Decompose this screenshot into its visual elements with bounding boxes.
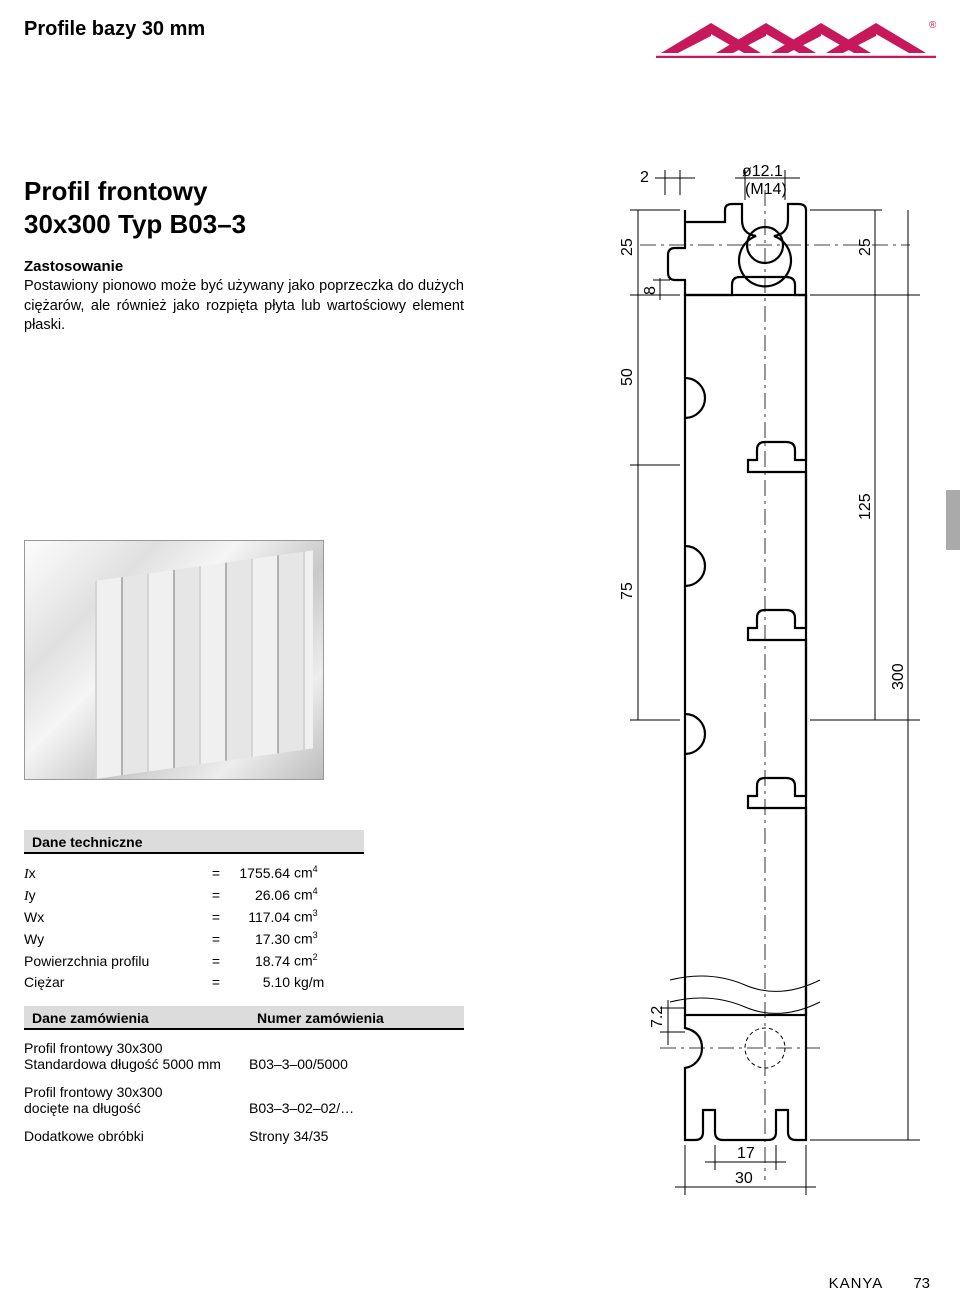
svg-text:®: ® [929, 20, 936, 31]
spec-row: Wx=117.04cm3 [24, 908, 364, 930]
product-photo [24, 540, 324, 780]
order-line-right: B03–3–02–02/… [249, 1100, 354, 1116]
application-body: Postawiony pionowo może być używany jako… [24, 277, 464, 336]
brand-logo: ® [656, 18, 936, 58]
side-tab [946, 490, 960, 550]
spec-unit: cm2 [294, 952, 318, 969]
footer-page-number: 73 [913, 1275, 930, 1292]
kanya-logo-icon: ® [656, 18, 936, 58]
order-line-left: Dodatkowe obróbki [24, 1128, 249, 1144]
dim-top-2: 2 [640, 169, 649, 186]
technical-data-section: Dane techniczne Ix=1755.64cm4Iy=26.06cm4… [24, 830, 464, 996]
order-line-left: Standardowa długość 5000 mm [24, 1056, 249, 1072]
spec-row: Ciężar=5.10kg/m [24, 974, 364, 996]
spec-equals: = [204, 909, 224, 925]
dim-bottom-72: 7.2 [649, 1006, 666, 1028]
technical-data-header: Dane techniczne [24, 830, 364, 854]
spec-unit: cm3 [294, 930, 318, 947]
page-footer: KANYA 73 [0, 1275, 930, 1292]
dim-bottom-30: 30 [735, 1170, 753, 1187]
spec-label: Wy [24, 931, 204, 947]
order-line: Dodatkowe obróbkiStrony 34/35 [24, 1128, 464, 1144]
spec-row: Powierzchnia profilu=18.74cm2 [24, 952, 364, 974]
spec-row: Ix=1755.64cm4 [24, 864, 364, 886]
order-line: Standardowa długość 5000 mmB03–3–00/5000 [24, 1056, 464, 1072]
spec-row: Iy=26.06cm4 [24, 886, 364, 908]
order-line-left: Profil frontowy 30x300 [24, 1084, 249, 1100]
application-heading: Zastosowanie [24, 258, 464, 275]
order-line-left: docięte na długość [24, 1100, 249, 1116]
order-line: docięte na długośćB03–3–02–02/… [24, 1100, 464, 1116]
product-title-line1: Profil frontowy [24, 176, 207, 206]
product-block: Profil frontowy 30x300 Typ B03–3 Zastoso… [24, 175, 464, 336]
order-line-right: B03–3–00/5000 [249, 1056, 348, 1072]
order-line: Profil frontowy 30x300 [24, 1084, 464, 1100]
spec-label: Powierzchnia profilu [24, 953, 204, 969]
spec-unit: cm4 [294, 864, 318, 881]
dim-right-25: 25 [857, 238, 874, 256]
order-header-row: Dane zamówienia Numer zamówienia [24, 1006, 464, 1030]
order-line-left: Profil frontowy 30x300 [24, 1040, 249, 1056]
product-title-line2: 30x300 Typ B03–3 [24, 209, 246, 239]
product-title: Profil frontowy 30x300 Typ B03–3 [24, 175, 464, 240]
spec-equals: = [204, 887, 224, 903]
technical-drawing: 2 ø12.1 (M14) 25 8 25 50 [510, 160, 940, 1220]
spec-value: 18.74 [224, 953, 294, 969]
spec-row: Wy=17.30cm3 [24, 930, 364, 952]
dim-top-thread: (M14) [745, 181, 787, 198]
dim-right-125: 125 [857, 493, 874, 520]
dim-left-50: 50 [619, 368, 636, 386]
footer-brand: KANYA [829, 1275, 884, 1292]
order-group: Profil frontowy 30x300docięte na długość… [24, 1084, 464, 1116]
spec-value: 5.10 [224, 974, 294, 990]
dim-right-300: 300 [890, 663, 907, 690]
dim-left-25: 25 [619, 238, 636, 256]
order-line: Profil frontowy 30x300 [24, 1040, 464, 1056]
spec-table: Ix=1755.64cm4Iy=26.06cm4Wx=117.04cm3Wy=1… [24, 864, 364, 996]
dim-left-8: 8 [642, 286, 659, 295]
spec-equals: = [204, 931, 224, 947]
spec-unit: kg/m [294, 974, 324, 990]
order-group: Dodatkowe obróbkiStrony 34/35 [24, 1128, 464, 1144]
page-header: Profile bazy 30 mm ® [24, 18, 936, 58]
order-group: Profil frontowy 30x300Standardowa długoś… [24, 1040, 464, 1072]
spec-equals: = [204, 953, 224, 969]
spec-label: Iy [24, 887, 204, 905]
dim-top-diameter: ø12.1 [742, 163, 783, 180]
spec-equals: = [204, 865, 224, 881]
spec-value: 1755.64 [224, 865, 294, 881]
order-header-right: Numer zamówienia [249, 1006, 464, 1030]
spec-value: 117.04 [224, 909, 294, 925]
dim-left-75: 75 [619, 582, 636, 600]
order-section: Dane zamówienia Numer zamówienia Profil … [24, 1006, 464, 1156]
spec-unit: cm3 [294, 908, 318, 925]
spec-label: Wx [24, 909, 204, 925]
spec-equals: = [204, 974, 224, 990]
order-line-right: Strony 34/35 [249, 1128, 328, 1144]
spec-value: 17.30 [224, 931, 294, 947]
header-title: Profile bazy 30 mm [24, 18, 205, 41]
spec-value: 26.06 [224, 887, 294, 903]
order-header-left: Dane zamówienia [24, 1006, 249, 1030]
spec-label: Ciężar [24, 974, 204, 990]
order-body: Profil frontowy 30x300Standardowa długoś… [24, 1040, 464, 1144]
spec-label: Ix [24, 865, 204, 883]
dim-bottom-17: 17 [737, 1145, 755, 1162]
spec-unit: cm4 [294, 886, 318, 903]
